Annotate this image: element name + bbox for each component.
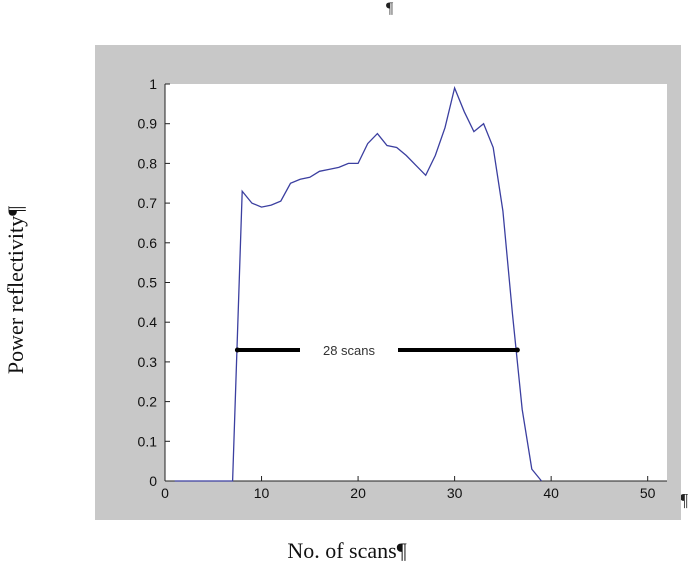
x-tick-label: 50 bbox=[640, 485, 656, 501]
y-tick-label: 0.2 bbox=[138, 394, 158, 410]
width-bar-start bbox=[234, 347, 240, 353]
y-tick-label: 1 bbox=[149, 76, 157, 92]
annotation-layer: 28 scans bbox=[234, 343, 520, 358]
y-tick-label: 0.9 bbox=[138, 116, 158, 132]
x-tick-label: 10 bbox=[254, 485, 270, 501]
y-tick-label: 0.7 bbox=[138, 195, 158, 211]
y-tick-label: 0.3 bbox=[138, 354, 158, 370]
y-tick-label: 0.5 bbox=[138, 275, 158, 291]
annotation-label: 28 scans bbox=[323, 343, 376, 358]
series-layer bbox=[174, 85, 543, 482]
y-tick-label: 0 bbox=[149, 473, 157, 489]
ticks: 0 10 20 30 40 50 0 0.1 0.2 0.3 0.4 0.5 0.6 0.7 0.8 0.9 1 bbox=[138, 76, 656, 501]
paragraph-mark-top: ¶ bbox=[386, 0, 394, 17]
y-tick-label: 0.8 bbox=[138, 155, 158, 171]
width-bar-end bbox=[514, 347, 520, 353]
paragraph-mark-right: ¶ bbox=[680, 490, 689, 510]
y-tick-label: 0.1 bbox=[138, 433, 158, 449]
x-tick-label: 0 bbox=[161, 485, 169, 501]
x-axis-label: No. of scans¶ bbox=[287, 538, 407, 563]
x-tick-label: 20 bbox=[350, 485, 366, 501]
series-line bbox=[174, 85, 543, 482]
y-tick-label: 0.6 bbox=[138, 235, 158, 251]
plot-area bbox=[165, 84, 667, 481]
x-tick-label: 40 bbox=[543, 485, 559, 501]
y-tick-label: 0.4 bbox=[138, 314, 158, 330]
x-tick-label: 30 bbox=[447, 485, 463, 501]
